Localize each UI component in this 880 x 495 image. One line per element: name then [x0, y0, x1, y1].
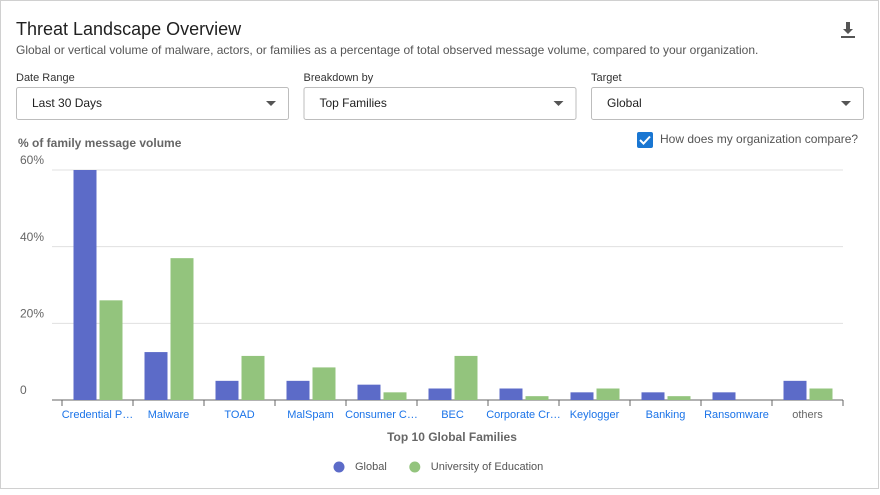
download-arrow[interactable]	[843, 22, 853, 34]
x-tick-label[interactable]: MalSpam	[287, 409, 333, 421]
bar	[783, 380, 807, 400]
download-bar[interactable]	[841, 36, 855, 38]
x-tick-label[interactable]: BEC	[441, 409, 464, 421]
checkmark	[639, 135, 651, 145]
dropdown[interactable]	[16, 87, 289, 120]
y-axis-title: % of family message volume	[18, 136, 182, 150]
x-tick-label[interactable]: Malware	[148, 409, 190, 421]
compare-toggle[interactable]: How does my organization compare?	[637, 132, 858, 148]
dropdown-value[interactable]: Global	[607, 96, 642, 110]
dropdown[interactable]	[591, 87, 864, 120]
bar	[99, 300, 123, 400]
bar	[170, 258, 194, 400]
x-tick-label[interactable]: Banking	[646, 409, 686, 421]
bar	[596, 388, 620, 400]
bar	[570, 392, 594, 400]
control-label: Target	[591, 72, 622, 84]
bar	[712, 392, 736, 400]
download-icon[interactable]	[841, 22, 855, 38]
x-tick-label[interactable]: Corporate Cr…	[486, 409, 561, 421]
dropdown-value[interactable]: Last 30 Days	[32, 96, 102, 110]
bar	[809, 388, 833, 400]
y-tick-label: 40%	[20, 230, 44, 244]
x-tick-label[interactable]: Keylogger	[570, 409, 620, 421]
bar	[499, 388, 523, 400]
dropdown-arrow[interactable]	[266, 101, 276, 106]
bar	[286, 380, 310, 400]
bar	[667, 396, 691, 400]
dropdown-value[interactable]: Top Families	[320, 96, 387, 110]
x-tick-label[interactable]: Consumer C…	[345, 409, 418, 421]
legend-label[interactable]: Global	[355, 461, 387, 473]
bar	[641, 392, 665, 400]
bar	[428, 388, 452, 400]
control-label: Breakdown by	[304, 72, 374, 84]
bar	[312, 367, 336, 400]
dropdown-arrow[interactable]	[553, 101, 564, 106]
dropdown-arrow[interactable]	[841, 101, 851, 106]
x-tick-label[interactable]: others	[792, 409, 823, 421]
bar	[241, 355, 265, 400]
x-tick-label[interactable]: Ransomware	[704, 409, 769, 421]
x-axis-title: Top 10 Global Families	[387, 430, 517, 444]
checkbox[interactable]	[637, 132, 653, 148]
bar	[454, 355, 478, 400]
x-tick-label[interactable]: Credential P…	[62, 409, 134, 421]
controls: Date Range Last 30 Days Breakdown by Top Fa…	[16, 72, 864, 120]
bar	[357, 384, 381, 400]
legend-swatch[interactable]	[333, 461, 345, 473]
x-tick-label[interactable]: TOAD	[224, 409, 254, 421]
dropdown[interactable]	[303, 87, 577, 120]
legend: Global University of Education	[333, 461, 544, 473]
bar	[73, 170, 97, 400]
checkbox-label[interactable]: How does my organization compare?	[660, 132, 858, 146]
bar	[144, 352, 168, 400]
bar	[525, 396, 549, 400]
y-tick-label: 0	[20, 383, 27, 397]
control-label: Date Range	[16, 72, 75, 84]
y-tick-label: 20%	[20, 307, 44, 321]
legend-swatch[interactable]	[409, 461, 421, 473]
legend-label[interactable]: University of Education	[431, 461, 544, 473]
title: Threat Landscape Overview	[16, 19, 242, 39]
subtitle: Global or vertical volume of malware, ac…	[16, 43, 758, 57]
bar	[215, 380, 239, 400]
bar	[383, 392, 407, 400]
y-tick-label: 60%	[20, 153, 44, 167]
